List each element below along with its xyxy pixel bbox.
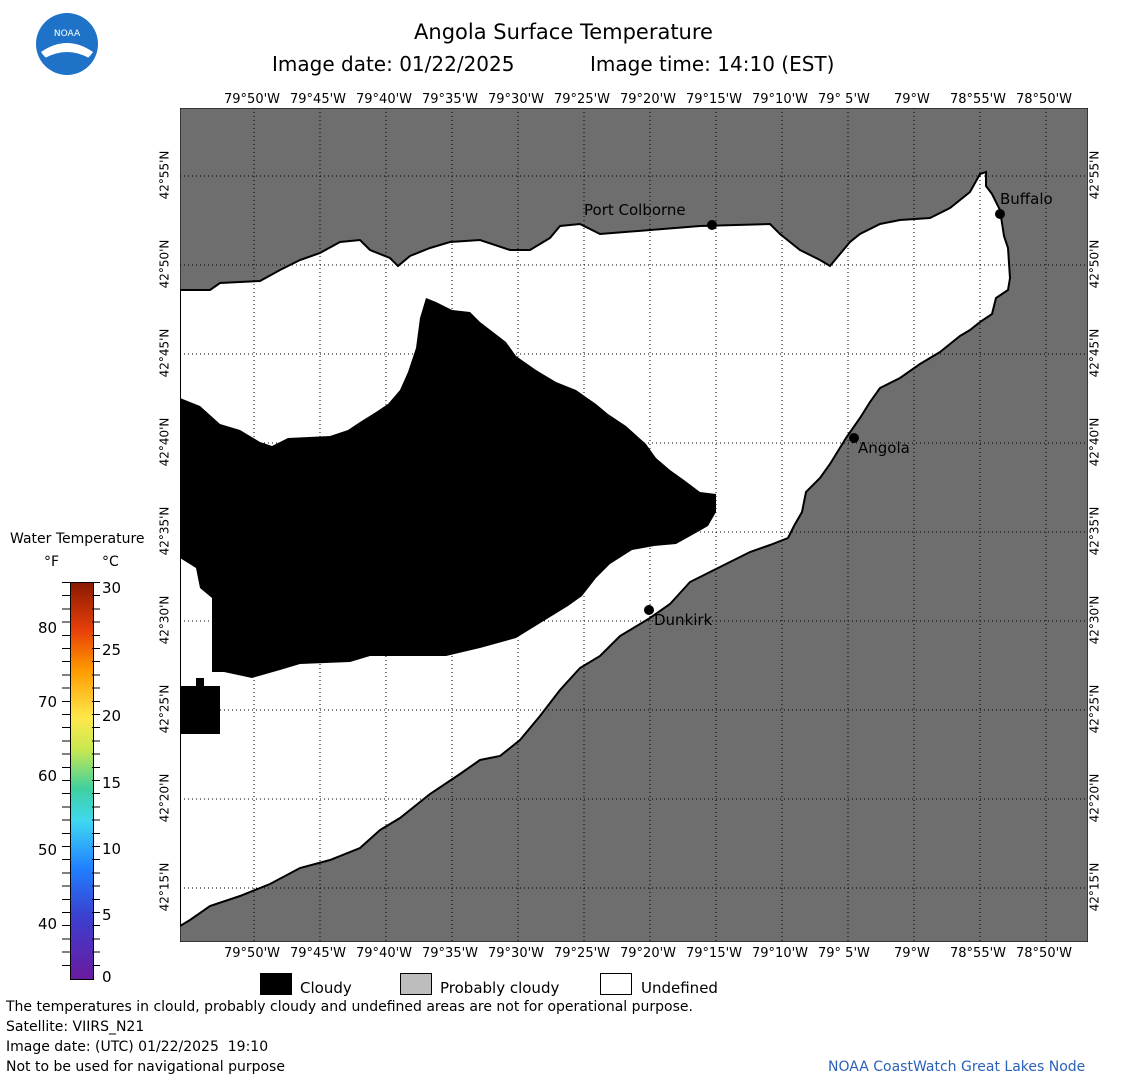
legend-label-cloudy: Cloudy: [300, 979, 352, 997]
lon-label-bottom: 79°W: [894, 946, 930, 961]
colorbar-c-tick: 30: [102, 579, 122, 597]
lat-label-left: 42°30'N: [157, 595, 172, 645]
lon-label-bottom: 79° 5'W: [818, 946, 870, 961]
colorbar-unit-f: °F: [44, 554, 60, 570]
cloud-area-main: [180, 298, 716, 678]
colorbar-f-tick: 50: [38, 841, 58, 859]
lat-label-right: 42°50'N: [1087, 239, 1102, 289]
utc-date-text: Image date: (UTC) 01/22/2025 19:10: [6, 1039, 269, 1055]
angola-marker: [849, 433, 859, 443]
colorbar-title: Water Temperature: [10, 531, 145, 547]
lon-label-bottom: 79°40'W: [356, 946, 413, 961]
colorbar-c-tick: 25: [102, 641, 122, 659]
grid-lines: [180, 108, 1088, 942]
lat-label-right: 42°45'N: [1087, 328, 1102, 378]
lat-label-right: 42°55'N: [1087, 150, 1102, 200]
lon-label-top: 79°W: [894, 92, 930, 107]
image-time: Image time: 14:10 (EST): [590, 52, 835, 76]
lat-label-right: 42°15'N: [1087, 862, 1102, 912]
buffalo-marker: [995, 209, 1005, 219]
port-colborne-marker: [707, 220, 717, 230]
lon-label-top: 78°50'W: [1016, 92, 1073, 107]
place-label-angola: Angola: [858, 439, 910, 457]
page-title: Angola Surface Temperature: [414, 20, 713, 44]
lon-label-bottom: 79°50'W: [224, 946, 281, 961]
lat-label-left: 42°40'N: [157, 417, 172, 467]
lat-label-right: 42°30'N: [1087, 595, 1102, 645]
colorbar-f-tick: 70: [38, 693, 58, 711]
lon-label-bottom: 79°25'W: [554, 946, 611, 961]
place-label-dunkirk: Dunkirk: [654, 611, 713, 629]
disclaimer-text: The temperatures in clould, probably clo…: [6, 999, 693, 1015]
colorbar-unit-c: °C: [102, 554, 119, 570]
lon-label-top: 79°50'W: [224, 92, 281, 107]
map: [180, 108, 1088, 942]
lon-label-bottom: 79°45'W: [290, 946, 347, 961]
satellite-text: Satellite: VIIRS_N21: [6, 1019, 145, 1035]
lon-label-top: 79°15'W: [686, 92, 743, 107]
legend-label-probably-cloudy: Probably cloudy: [440, 979, 560, 997]
noaa-logo-icon: NOAA: [36, 13, 98, 75]
lat-label-left: 42°50'N: [157, 239, 172, 289]
lat-label-right: 42°40'N: [1087, 417, 1102, 467]
place-label-port-colborne: Port Colborne: [584, 201, 686, 219]
colorbar-c-tick: 10: [102, 840, 122, 858]
lat-label-left: 42°25'N: [157, 684, 172, 734]
lat-label-left: 42°15'N: [157, 862, 172, 912]
colorbar-c-tick: 5: [102, 906, 112, 924]
lat-label-right: 42°35'N: [1087, 506, 1102, 556]
lat-label-left: 42°35'N: [157, 506, 172, 556]
colorbar-f-tick: 80: [38, 619, 58, 637]
colorbar-f-tick: 60: [38, 767, 58, 785]
colorbar-c-tick: 20: [102, 707, 122, 725]
lon-label-top: 79°25'W: [554, 92, 611, 107]
lon-label-bottom: 79°20'W: [620, 946, 677, 961]
lon-label-bottom: 78°50'W: [1016, 946, 1073, 961]
lon-label-top: 79°10'W: [752, 92, 809, 107]
lon-label-bottom: 79°10'W: [752, 946, 809, 961]
logo-text: NOAA: [54, 29, 81, 39]
legend-label-undefined: Undefined: [641, 979, 718, 997]
colorbar-c-tick: 0: [102, 968, 112, 986]
lat-label-right: 42°20'N: [1087, 773, 1102, 823]
lon-label-top: 79° 5'W: [818, 92, 870, 107]
lon-label-top: 79°45'W: [290, 92, 347, 107]
dunkirk-marker: [644, 605, 654, 615]
legend-swatch-undefined: [600, 973, 632, 995]
lon-label-bottom: 79°35'W: [422, 946, 479, 961]
lon-label-top: 79°20'W: [620, 92, 677, 107]
lat-label-left: 42°55'N: [157, 150, 172, 200]
image-date: Image date: 01/22/2025: [272, 52, 515, 76]
lon-label-bottom: 78°55'W: [950, 946, 1007, 961]
lon-label-bottom: 79°30'W: [488, 946, 545, 961]
lat-label-left: 42°20'N: [157, 773, 172, 823]
colorbar-c-tick: 15: [102, 774, 122, 792]
lat-label-right: 42°25'N: [1087, 684, 1102, 734]
credit-text: NOAA CoastWatch Great Lakes Node: [828, 1059, 1086, 1075]
lon-label-top: 78°55'W: [950, 92, 1007, 107]
colorbar-ticks: [62, 582, 100, 978]
colorbar-f-tick: 40: [38, 915, 58, 933]
legend-swatch-cloudy: [260, 973, 292, 995]
place-label-buffalo: Buffalo: [1000, 190, 1053, 208]
cloud-area-small: [180, 678, 220, 734]
lon-label-top: 79°40'W: [356, 92, 413, 107]
noaa-logo: NOAA: [35, 12, 99, 76]
lon-label-top: 79°35'W: [422, 92, 479, 107]
lat-label-left: 42°45'N: [157, 328, 172, 378]
legend-swatch-probably-cloudy: [400, 973, 432, 995]
lon-label-bottom: 79°15'W: [686, 946, 743, 961]
nav-warning-text: Not to be used for navigational purpose: [6, 1059, 285, 1075]
lon-label-top: 79°30'W: [488, 92, 545, 107]
